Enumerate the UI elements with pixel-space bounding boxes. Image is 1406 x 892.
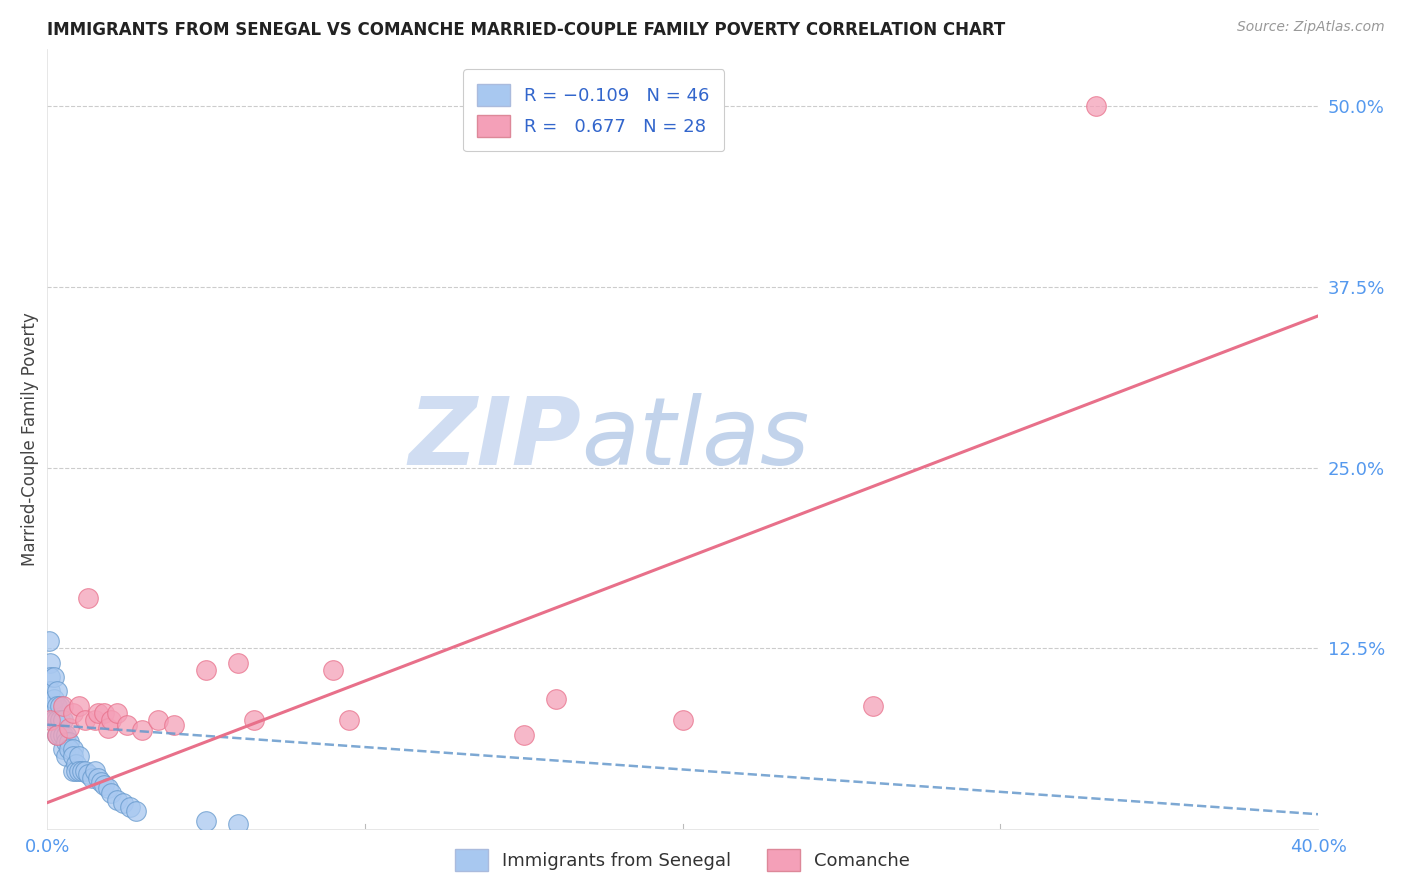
Point [70,764,93,778]
Point [49,698,72,713]
Point [226,817,249,831]
Point [77,766,100,780]
Point [226,656,249,670]
Point [96,781,118,796]
Point [55,735,77,749]
Point [42,714,65,728]
Text: IMMIGRANTS FROM SENEGAL VS COMANCHE MARRIED-COUPLE FAMILY POVERTY CORRELATION CH: IMMIGRANTS FROM SENEGAL VS COMANCHE MARR… [48,21,1005,39]
Point [52,698,75,713]
Point [90,775,112,789]
Point [75,764,97,778]
Text: ZIP: ZIP [408,392,581,484]
Point [55,728,77,742]
Point [39,656,62,670]
Point [337,714,360,728]
Point [75,714,97,728]
Point [41,698,63,713]
Point [65,756,87,771]
Point [83,764,105,778]
Point [49,714,72,728]
Point [38,634,60,648]
Point [131,723,153,738]
Point [58,721,80,735]
Text: atlas: atlas [581,393,810,484]
Point [118,800,141,814]
Point [52,728,75,742]
Point [39,714,62,728]
Point [1084,99,1107,113]
Point [112,796,135,810]
Y-axis label: Married-Couple Family Poverty: Married-Couple Family Poverty [21,312,39,566]
Point [45,714,67,728]
Point [39,670,62,684]
Point [105,706,128,720]
Point [242,714,264,728]
Point [77,591,100,605]
Legend: Immigrants from Senegal, Comanche: Immigrants from Senegal, Comanche [449,842,917,878]
Point [93,778,115,792]
Point [100,714,122,728]
Point [83,714,105,728]
Point [45,728,67,742]
Point [62,764,84,778]
Point [45,728,67,742]
Point [67,749,90,764]
Point [672,714,695,728]
Point [42,670,65,684]
Point [39,684,62,698]
Point [49,728,72,742]
Point [62,706,84,720]
Point [42,691,65,706]
Point [195,663,218,677]
Point [115,717,138,731]
Text: Source: ZipAtlas.com: Source: ZipAtlas.com [1237,20,1385,34]
Point [65,764,87,778]
Point [148,714,170,728]
Point [62,742,84,756]
Point [52,714,75,728]
Point [58,735,80,749]
Point [96,721,118,735]
Point [87,706,110,720]
Point [100,786,122,800]
Point [55,749,77,764]
Point [862,698,884,713]
Point [125,805,148,819]
Point [195,814,218,829]
Point [58,742,80,756]
Point [87,771,110,785]
Point [52,742,75,756]
Point [544,691,567,706]
Point [322,663,344,677]
Point [62,749,84,764]
Point [513,728,536,742]
Point [105,793,128,807]
Point [45,698,67,713]
Point [67,764,90,778]
Point [45,684,67,698]
Point [80,771,103,785]
Point [163,717,186,731]
Point [93,706,115,720]
Point [67,698,90,713]
